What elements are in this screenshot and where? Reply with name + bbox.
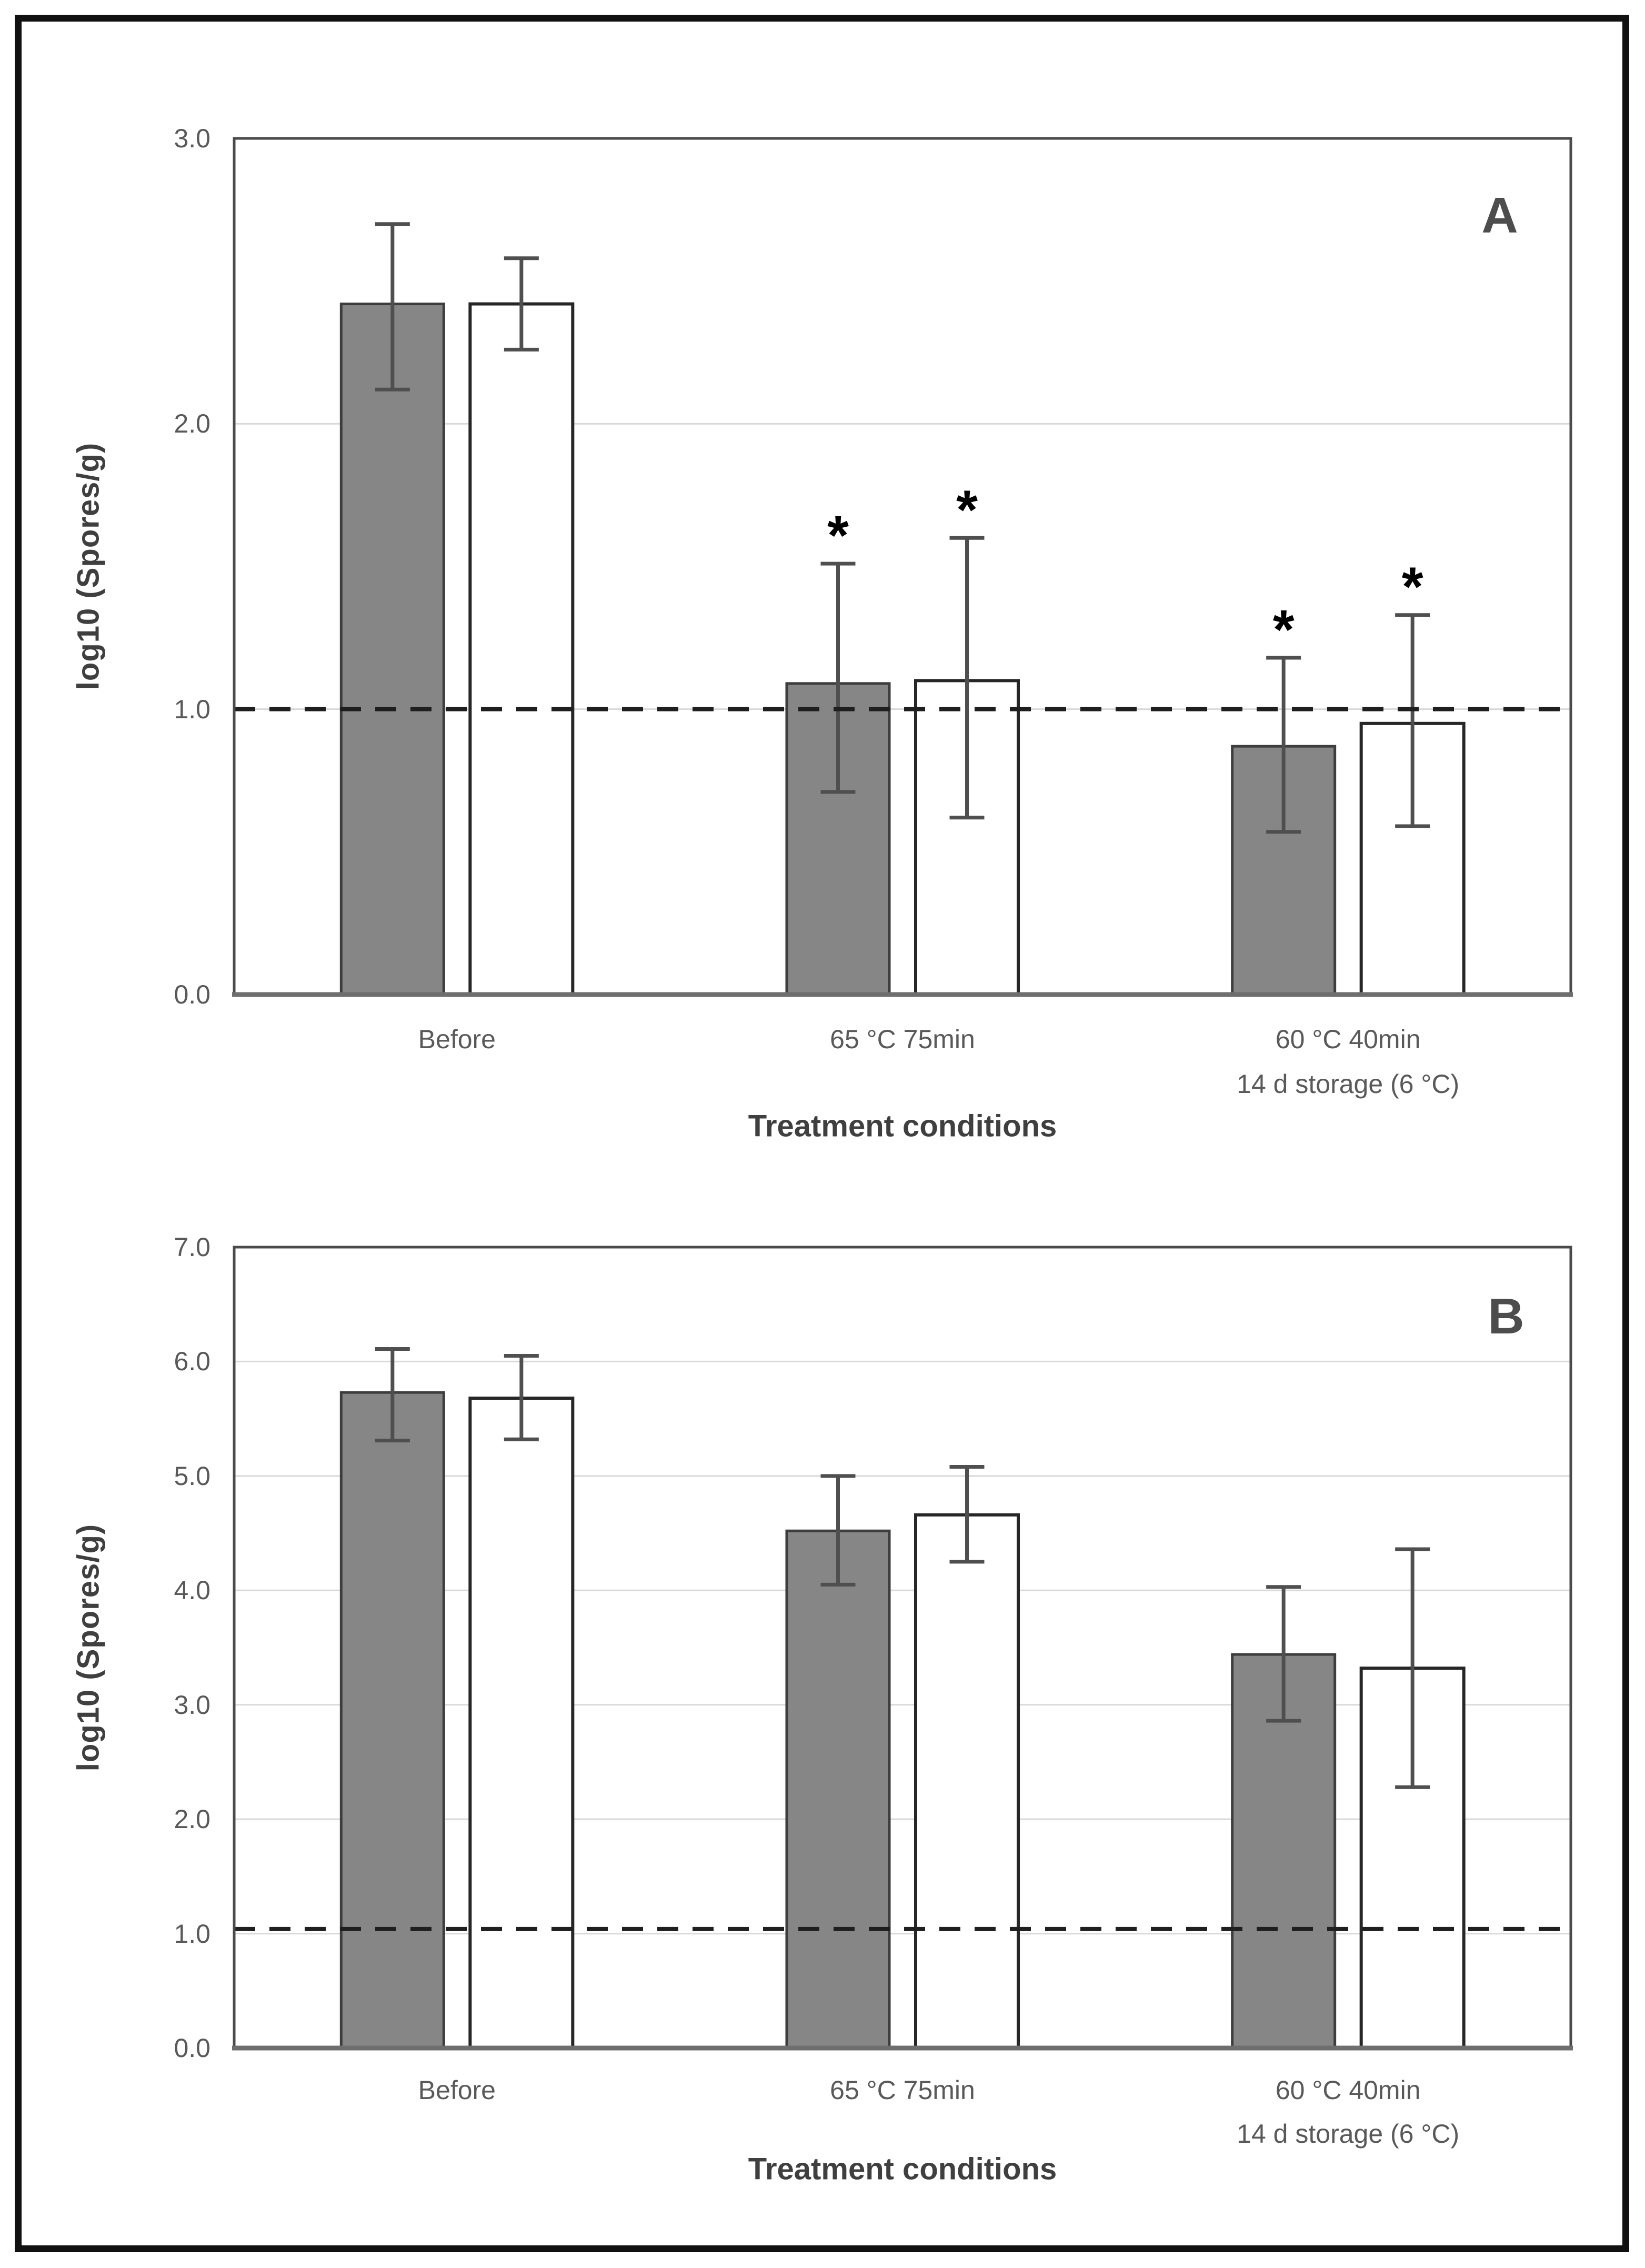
y-tick-label: 3.0 xyxy=(174,1690,210,1720)
panel-label-a: A xyxy=(1481,187,1518,244)
bar-white-open-bars xyxy=(468,1397,575,2050)
plot-area-panel-b xyxy=(232,1246,1573,2051)
category-label: 65 °C 75min xyxy=(830,2075,975,2105)
y-tick-label: 1.0 xyxy=(174,694,210,724)
y-tick-label: 3.0 xyxy=(174,124,210,153)
y-axis-title-panel-b: log10 (Spores/g) xyxy=(71,1523,106,1772)
y-tick-label: 0.0 xyxy=(174,2033,210,2063)
y-tick-label: 5.0 xyxy=(174,1461,210,1491)
y-tick-label: 4.0 xyxy=(174,1575,210,1605)
bar-white-open-bars xyxy=(468,302,575,996)
category-label: Before xyxy=(418,1025,496,1054)
y-axis-title-panel-a: log10 (Spores/g) xyxy=(71,442,106,690)
category-label: 60 °C 40min xyxy=(1275,1025,1421,1054)
y-tick-label: 1.0 xyxy=(174,1919,210,1949)
bar-white-open-bars xyxy=(914,1513,1020,2050)
category-label: 60 °C 40min xyxy=(1275,2075,1421,2105)
y-tick-label: 6.0 xyxy=(174,1347,210,1377)
significance-asterisk: * xyxy=(1402,556,1423,618)
x-axis-title-panel-b: Treatment conditions xyxy=(748,2152,1057,2186)
plot-area-panel-a: * * * * xyxy=(232,137,1573,997)
significance-asterisk: * xyxy=(1273,599,1295,660)
x-axis-title-panel-a: Treatment conditions xyxy=(748,1109,1057,1143)
panel-label-b: B xyxy=(1488,1288,1524,1344)
bar-grey-filled-bars xyxy=(785,1529,891,2050)
y-tick-label: 2.0 xyxy=(174,1804,210,1834)
significance-asterisk: * xyxy=(827,505,849,566)
y-tick-label: 7.0 xyxy=(174,1232,210,1262)
category-label: 14 d storage (6 °C) xyxy=(1237,2119,1460,2149)
figure-border xyxy=(15,15,1629,2252)
bar-grey-filled-bars xyxy=(339,1391,445,2050)
category-label: Before xyxy=(418,2075,496,2105)
significance-asterisk: * xyxy=(956,479,978,540)
y-tick-label: 2.0 xyxy=(174,409,210,439)
bar-grey-filled-bars xyxy=(339,303,445,996)
category-label: 14 d storage (6 °C) xyxy=(1237,1069,1460,1099)
category-label: 65 °C 75min xyxy=(830,1025,975,1054)
y-tick-label: 0.0 xyxy=(174,980,210,1009)
